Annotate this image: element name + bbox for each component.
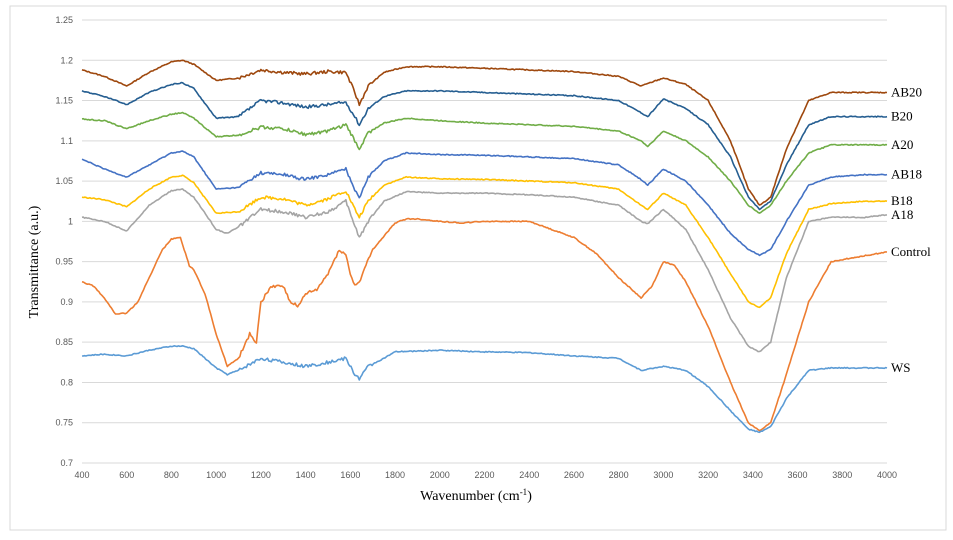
series-label-ws: WS: [891, 360, 911, 375]
y-tick-label: 0.9: [60, 297, 73, 307]
x-tick-label: 1800: [385, 470, 405, 480]
y-tick-label: 0.75: [55, 418, 73, 428]
x-tick-label: 3200: [698, 470, 718, 480]
series-line-ab20: [81, 59, 888, 206]
series-label-a20: A20: [891, 137, 913, 152]
series-layer: [81, 59, 888, 434]
x-axis-title: Wavenumber (cm-1): [420, 487, 532, 504]
series-label-b20: B20: [891, 109, 913, 124]
y-axis-ticks: 0.7 0.75 0.8 0.85 0.9 0.95 1 1.05 1.1 1.15 1.2 1.25: [55, 15, 73, 468]
y-tick-label: 1.1: [60, 136, 73, 146]
series-line-b18: [81, 174, 888, 309]
series-label-a18: A18: [891, 207, 913, 222]
series-line-a18: [81, 188, 888, 353]
series-line-b20: [81, 81, 888, 211]
x-tick-label: 3000: [653, 470, 673, 480]
x-tick-label: 1400: [296, 470, 316, 480]
x-tick-label: 400: [74, 470, 89, 480]
y-tick-label: 1: [68, 216, 73, 226]
series-label-ab20: AB20: [891, 84, 922, 99]
series-label-control: Control: [891, 244, 931, 259]
x-tick-label: 1000: [206, 470, 226, 480]
x-tick-label: 600: [119, 470, 134, 480]
y-tick-label: 0.8: [60, 377, 73, 387]
x-tick-label: 2200: [474, 470, 494, 480]
x-tick-label: 2600: [564, 470, 584, 480]
x-axis-ticks: 400 600 800 1000 1200 1400 1600 1800 2000 2200 240…: [74, 470, 897, 480]
y-axis-title: Transmittance (a.u.): [27, 205, 42, 318]
y-tick-label: 1.25: [55, 15, 73, 25]
chart-area-border: [9, 5, 947, 531]
series-label-ab18: AB18: [891, 167, 922, 182]
x-tick-label: 3400: [743, 470, 763, 480]
x-tick-label: 3800: [832, 470, 852, 480]
x-tick-label: 1200: [251, 470, 271, 480]
x-tick-label: 2000: [430, 470, 450, 480]
x-axis-title-superscript: -1: [520, 487, 528, 497]
y-tick-label: 1.05: [55, 176, 73, 186]
x-tick-label: 2400: [519, 470, 539, 480]
series-line-a20: [81, 111, 888, 214]
series-line-control: [81, 217, 888, 432]
y-tick-label: 1.15: [55, 96, 73, 106]
series-label-b18: B18: [891, 193, 913, 208]
x-tick-label: 3600: [788, 470, 808, 480]
gridlines: [82, 19, 887, 464]
y-tick-label: 1.2: [60, 55, 73, 65]
x-tick-label: 2800: [609, 470, 629, 480]
x-tick-label: 1600: [340, 470, 360, 480]
y-tick-label: 0.95: [55, 257, 73, 267]
series-line-ab18: [81, 150, 888, 257]
y-tick-label: 0.85: [55, 337, 73, 347]
x-axis-title-end: ): [527, 489, 532, 504]
y-tick-label: 0.7: [60, 458, 73, 468]
x-tick-label: 4000: [877, 470, 897, 480]
series-line-ws: [81, 345, 888, 434]
x-axis-title-text: Wavenumber (cm: [420, 489, 520, 504]
x-tick-label: 800: [164, 470, 179, 480]
